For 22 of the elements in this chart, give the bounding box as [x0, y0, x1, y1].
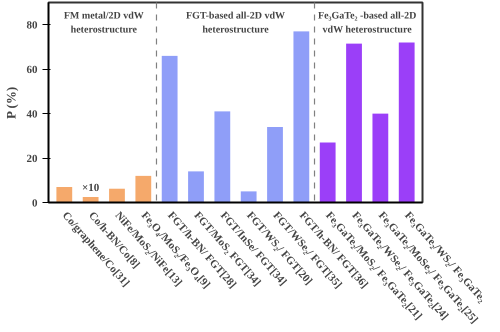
- bar: [320, 142, 336, 202]
- bar: [214, 111, 230, 202]
- bar: [372, 114, 388, 202]
- annotation: FGT-based all-2D vdW heterostructure: [186, 10, 286, 36]
- y-tick-label: 40: [26, 108, 38, 121]
- bar: [188, 171, 204, 202]
- bar: [109, 188, 125, 202]
- y-tick-label: 0: [32, 198, 38, 210]
- bar: [162, 56, 178, 202]
- bar: [135, 176, 152, 202]
- y-tick-label: 80: [26, 20, 38, 32]
- y-tick-label: 20: [26, 153, 38, 166]
- annotation: Fe₃GaTe₂ -based all-2D vdW heterostructure: [318, 10, 416, 36]
- bar: [56, 186, 72, 202]
- y-axis-title: P (%): [4, 86, 18, 119]
- bar: [267, 126, 283, 202]
- bar: [398, 42, 415, 202]
- annotation: ×10: [82, 182, 100, 194]
- bar: [346, 44, 362, 202]
- bar: [293, 31, 310, 202]
- y-tick-label: 60: [26, 64, 38, 76]
- annotation: FM metal/2D vdW heterostructure: [64, 10, 144, 36]
